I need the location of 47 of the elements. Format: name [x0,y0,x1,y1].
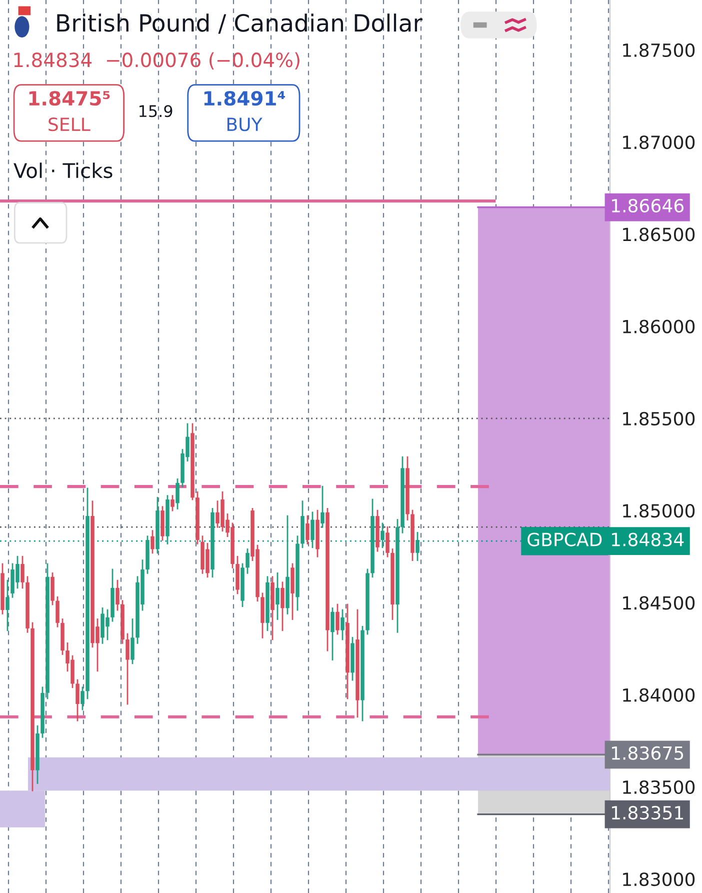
candlestick [280,582,284,631]
candlestick [306,515,310,544]
annotation: Vol · Ticks [14,162,112,178]
ref-line-label: 1.83675 [612,746,684,760]
candlestick [340,609,344,640]
annotation: 1.8491⁴ [204,90,285,106]
annotation: 15.9 [140,105,172,118]
candlestick [386,526,390,558]
text: British Pound / Canadian Dollar [57,14,422,34]
candlestick [320,486,324,528]
annotation: 1.8475⁵ [29,90,110,106]
candlestick [170,495,174,512]
candlestick [416,532,420,561]
candlestick [116,580,120,611]
y-tick-label: 1.84000 [623,688,695,702]
y-tick-label: 1.83500 [623,780,695,794]
y-tick-label: 1.85500 [623,412,695,426]
candlestick [76,679,80,722]
y-tick-label: 1.84500 [623,596,695,610]
candlestick [6,580,10,631]
y-tick-label: 1.85000 [623,504,695,518]
text: 1.84834 −0.00076 (−0.04%) [14,52,300,70]
y-tick-label: 1.87500 [623,43,695,58]
candlestick [310,512,314,548]
annotation: SELL [48,117,90,132]
y-tick-label: 1.83000 [623,872,695,886]
candlestick [276,572,280,620]
candlestick [176,478,180,510]
ref-line-label: 1.83351 [612,806,683,820]
ref-line-label: 1.86646 [612,198,684,213]
y-tick-label: 1.86000 [623,320,695,334]
candlestick [380,522,384,548]
candlestick [336,604,340,635]
candlestick [50,572,54,606]
candlestick [126,633,130,705]
candlestick [330,607,334,660]
y-tick-label: 1.87000 [623,136,695,150]
candlestick [130,618,134,664]
candlestick [150,530,154,554]
annotation: BUY [227,118,262,132]
candlestick [20,556,24,589]
ref-line-label: 1.84834 [612,532,684,546]
candlestick [246,548,250,574]
annotation: GBPCAD [528,532,602,546]
y-tick-label: 1.86500 [623,228,695,242]
candlestick [56,596,60,628]
candlestick [80,686,84,710]
